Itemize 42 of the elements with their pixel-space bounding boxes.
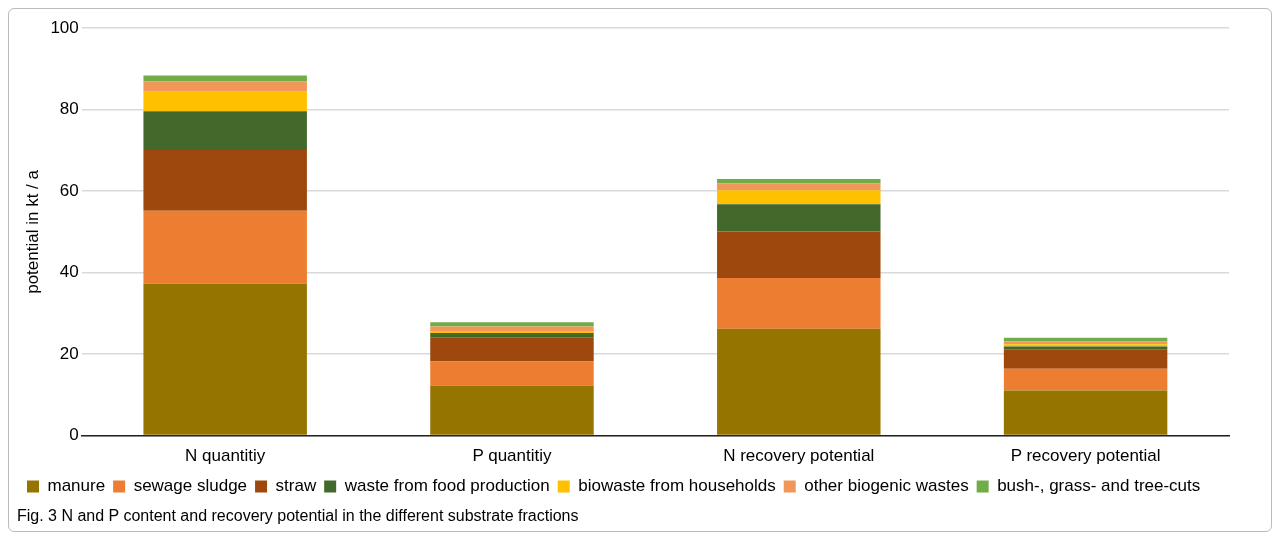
bar xyxy=(430,322,594,327)
bar xyxy=(430,337,594,362)
bar xyxy=(430,330,594,333)
bar xyxy=(143,111,307,151)
legend-label: straw xyxy=(275,476,317,496)
legend-label: other biogenic wastes xyxy=(804,476,969,496)
legend-label: manure xyxy=(47,476,106,496)
x-tick-label: N recovery potential xyxy=(723,446,875,466)
bar xyxy=(717,183,881,191)
x-tick-label: P quantitiy xyxy=(472,446,553,466)
y-tick-label: 40 xyxy=(59,262,79,282)
legend-label: bush-, grass- and tree-cuts xyxy=(997,476,1201,496)
bar xyxy=(430,326,594,331)
bar xyxy=(430,361,594,386)
bar xyxy=(143,283,307,435)
bar xyxy=(717,328,881,435)
x-tick-label: N quantitiy xyxy=(185,446,266,466)
legend-label: waste from food production xyxy=(343,476,550,496)
caption: Fig. 3 N and P content and recovery potential in the different substrate fractions xyxy=(16,506,580,526)
bar xyxy=(430,332,594,338)
bar xyxy=(717,190,881,205)
y-tick-label: 0 xyxy=(69,425,79,445)
bar xyxy=(717,204,881,232)
bar xyxy=(143,81,307,92)
y-axis-title: potential in kt / a xyxy=(22,169,42,294)
bar xyxy=(1003,390,1168,435)
y-tick-label: 80 xyxy=(59,99,79,119)
bar xyxy=(143,91,307,112)
x-tick-label: P recovery potential xyxy=(1010,446,1161,466)
y-tick-label: 100 xyxy=(50,17,79,37)
bar xyxy=(143,150,307,211)
bar xyxy=(1003,349,1168,369)
bar xyxy=(143,75,307,82)
bar xyxy=(1003,368,1168,391)
bar xyxy=(717,277,881,329)
legend-label: biowaste from households xyxy=(578,476,776,496)
bar xyxy=(430,385,594,435)
bar xyxy=(143,210,307,284)
y-tick-label: 60 xyxy=(59,180,79,200)
legend-label: sewage sludge xyxy=(133,476,248,496)
y-tick-label: 20 xyxy=(59,343,79,363)
bar xyxy=(717,231,881,278)
